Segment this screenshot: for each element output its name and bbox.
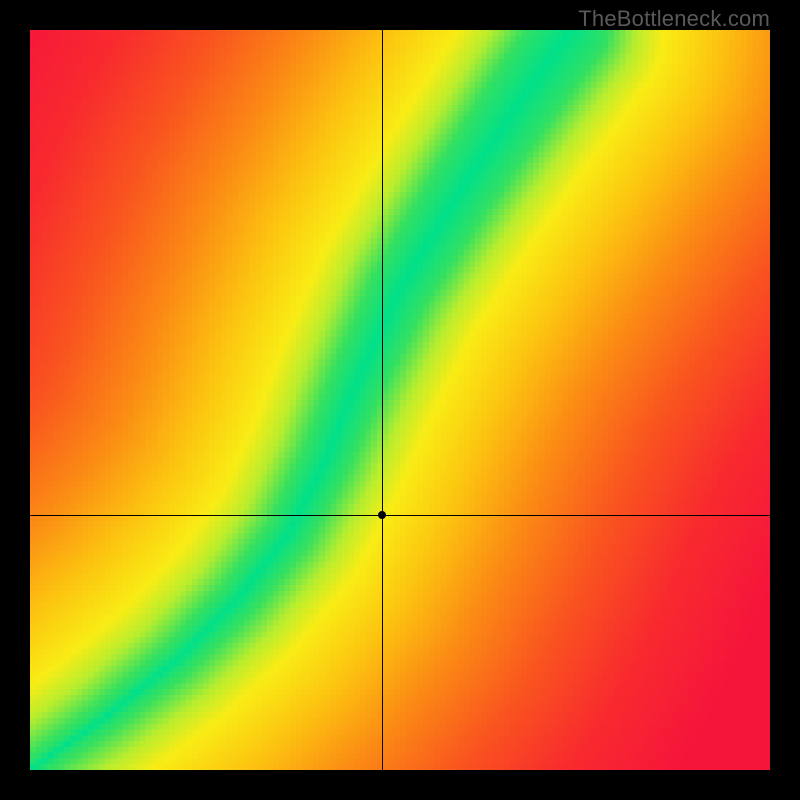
heatmap-canvas <box>30 30 770 770</box>
chart-container: TheBottleneck.com <box>0 0 800 800</box>
plot-area <box>30 30 770 770</box>
watermark-text: TheBottleneck.com <box>578 6 770 32</box>
marker-dot <box>378 511 386 519</box>
crosshair-vertical <box>382 30 383 770</box>
crosshair-horizontal <box>30 515 770 516</box>
